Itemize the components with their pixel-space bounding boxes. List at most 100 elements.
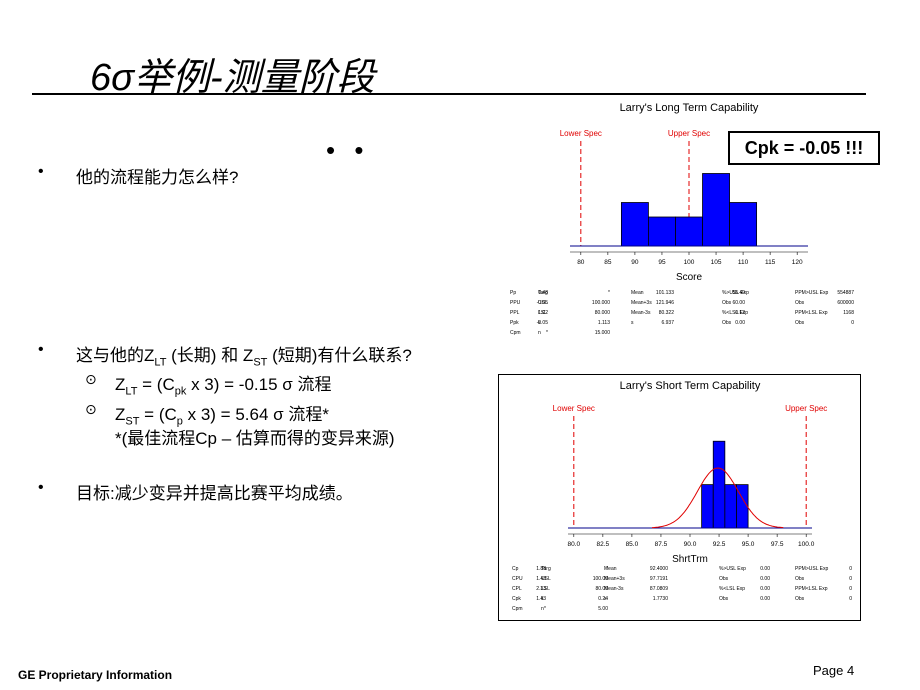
bullet-icon: •: [38, 163, 44, 180]
stats-cell: 1.88: [536, 566, 546, 572]
stats-cell: n: [538, 330, 541, 336]
stats-cell: Obs: [719, 596, 729, 602]
stats-cell: 80.000: [595, 310, 611, 316]
stats-cell: *: [546, 330, 548, 336]
stats-cell: PPL: [510, 310, 520, 316]
stats-cell: Cpk: [512, 596, 521, 602]
stats-cell: Mean+3s: [631, 300, 652, 306]
stats-cell: -0.05: [537, 300, 549, 306]
normal-curve: [652, 467, 784, 529]
stats-cell: Targ: [538, 290, 548, 296]
stats-cell: Obs: [795, 300, 805, 306]
short-term-capability-chart: Larry's Short Term Capability Lower Spec U…: [498, 374, 861, 621]
stats-cell: *: [606, 566, 608, 572]
histogram-bar: [729, 202, 758, 247]
stats-cell: 600000: [837, 300, 854, 306]
stats-cell: Mean-3s: [631, 310, 651, 316]
zst-pre: Z: [115, 405, 126, 424]
stats-cell: Obs: [795, 576, 805, 582]
zlt-post: x 3) = -0.15 σ 流程: [186, 375, 332, 394]
stats-cell: %<LSL Exp: [719, 586, 745, 592]
stats-cell: Targ: [541, 566, 551, 572]
stats-cell: PPM>USL Exp: [795, 290, 829, 296]
stats-cell: 0.12: [735, 310, 745, 316]
stats-cell: CPU: [512, 576, 523, 582]
x-tick-label: 80: [577, 259, 585, 266]
bullet-1-text: 他的流程能力怎么样?: [76, 168, 239, 187]
stats-cell: 6.937: [661, 320, 674, 326]
title-underline: [32, 93, 866, 95]
stats-cell: %>USL Exp: [719, 566, 746, 572]
stats-cell: 5.00: [598, 606, 608, 612]
stats-cell: 121.946: [656, 300, 674, 306]
stats-cell: 1168: [843, 310, 854, 316]
x-tick-label: 110: [738, 259, 749, 266]
subbullet-zst-note: *(最佳流程Cp – 估算而得的变异来源): [115, 429, 395, 448]
bullet-2: • 这与他的ZLT (长期) 和 ZST (短期)有什么联系?: [38, 341, 412, 369]
stats-cell: Obs: [795, 596, 805, 602]
zlt-mid: = (C: [137, 375, 175, 394]
lower-spec-label: Lower Spec: [560, 129, 602, 138]
x-axis-label: ShrtTrm: [672, 554, 708, 565]
stats-cell: CPL: [512, 586, 522, 592]
stats-cell: s: [631, 320, 634, 326]
stats-cell: k: [541, 596, 544, 602]
stats-cell: 0.00: [760, 566, 770, 572]
stats-cell: LSL: [538, 310, 547, 316]
stats-cell: PPU: [510, 300, 521, 306]
histogram-bar: [701, 484, 714, 529]
long-term-capability-chart: Larry's Long Term Capability Lower Spec Up…: [510, 102, 854, 336]
stats-cell: Ppk: [510, 320, 519, 326]
histogram-bar: [712, 440, 726, 529]
stats-cell: 0.00: [760, 596, 770, 602]
zst-sub: ST: [125, 415, 140, 428]
stats-cell: 1.113: [598, 320, 610, 326]
stats-cell: USL: [541, 576, 551, 582]
zlt-sub: LT: [125, 385, 138, 398]
x-tick-label: 82.5: [597, 541, 610, 548]
histogram-bar: [724, 484, 737, 529]
bullet-icon: •: [38, 341, 44, 358]
x-tick-label: 80.0: [567, 541, 580, 548]
x-tick-label: 115: [765, 259, 776, 266]
zlt-sub2: pk: [174, 385, 187, 398]
stats-cell: 92.4000: [650, 566, 668, 572]
stats-cell: k: [538, 320, 541, 326]
stats-cell: 554887: [837, 290, 854, 296]
stats-cell: 100.00: [593, 576, 609, 582]
stats-cell: 55.49: [732, 290, 745, 296]
stats-cell: 0: [849, 596, 852, 602]
chart-frame: [498, 374, 861, 621]
stats-cell: Mean: [604, 566, 617, 572]
bullet-2-sub-lt: LT: [154, 356, 167, 369]
stats-cell: 0: [849, 566, 852, 572]
stats-cell: Obs: [719, 576, 729, 582]
circle-dot-icon: ⊙: [85, 371, 97, 387]
x-tick-label: 85.0: [626, 541, 639, 548]
upper-spec-label: Upper Spec: [785, 404, 827, 413]
stats-cell: Cpm: [512, 606, 523, 612]
zlt-pre: Z: [115, 375, 126, 394]
footer-proprietary: GE Proprietary Information: [18, 668, 173, 682]
bullet-3-text: 目标:减少变异并提高比赛平均成绩。: [76, 484, 353, 503]
stats-cell: LSL: [541, 586, 550, 592]
stats-cell: *: [608, 290, 610, 296]
stats-cell: Mean-3s: [604, 586, 624, 592]
stats-cell: 0: [849, 586, 852, 592]
subbullet-zlt: ⊙ ZLT = (Cpk x 3) = -0.15 σ 流程: [85, 370, 332, 398]
stats-cell: *: [544, 606, 546, 612]
x-tick-label: 100.0: [798, 541, 815, 548]
chart-title: Larry's Long Term Capability: [620, 102, 759, 114]
upper-spec-label: Upper Spec: [668, 129, 710, 138]
zst-sub2: p: [176, 415, 183, 428]
stats-cell: 0: [849, 576, 852, 582]
stats-cell: 0.00: [760, 576, 770, 582]
bullet-2-text-post: (短期)有什么联系?: [267, 346, 412, 365]
stats-cell: PPM>USL Exp: [795, 566, 829, 572]
stats-cell: 1.7730: [653, 596, 669, 602]
bullet-icon: •: [38, 479, 44, 496]
stats-cell: 60.00: [732, 300, 745, 306]
decorative-dots: • •: [326, 135, 370, 165]
bullet-2-sub-st: ST: [253, 356, 268, 369]
stats-cell: USL: [538, 300, 548, 306]
